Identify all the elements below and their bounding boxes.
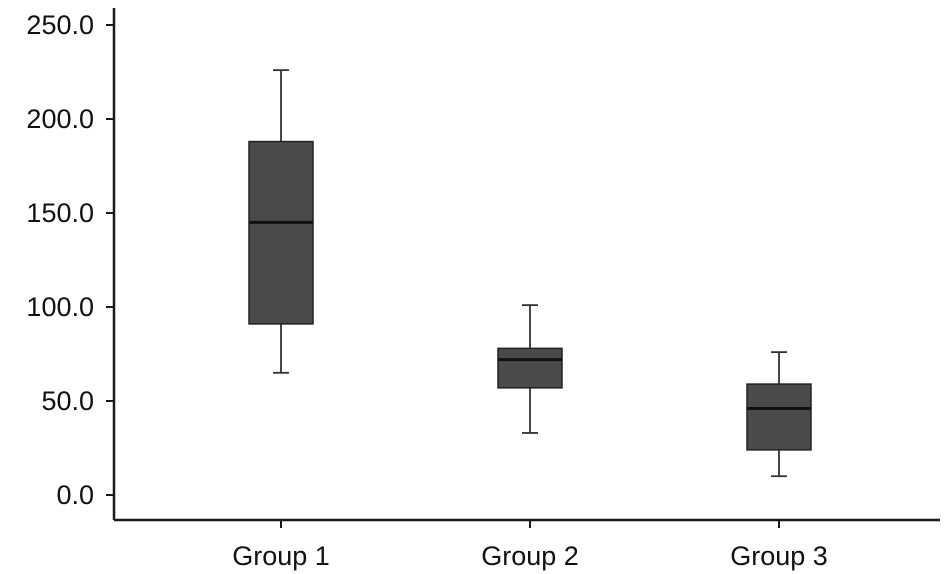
y-tick-label: 100.0 [26,292,94,322]
iqr-box [248,140,314,325]
x-tick-label: Group 2 [481,541,579,571]
x-axis: Group 1 Group 2 Group 3 [114,518,940,571]
x-tick-label: Group 1 [232,541,330,571]
y-tick-label: 50.0 [41,386,94,416]
iqr-box [497,347,563,389]
box-2 [497,304,563,434]
y-tick-label: 0.0 [56,480,94,510]
box-3 [746,351,812,478]
iqr-box [746,383,812,451]
box-1 [248,69,314,374]
x-tick-label: Group 3 [730,541,828,571]
y-tick-label: 150.0 [26,198,94,228]
y-axis: 0.0 50.0 100.0 150.0 200.0 250.0 [26,8,116,520]
boxes-layer [248,69,812,478]
y-tick-label: 250.0 [26,10,94,40]
y-tick-label: 200.0 [26,104,94,134]
